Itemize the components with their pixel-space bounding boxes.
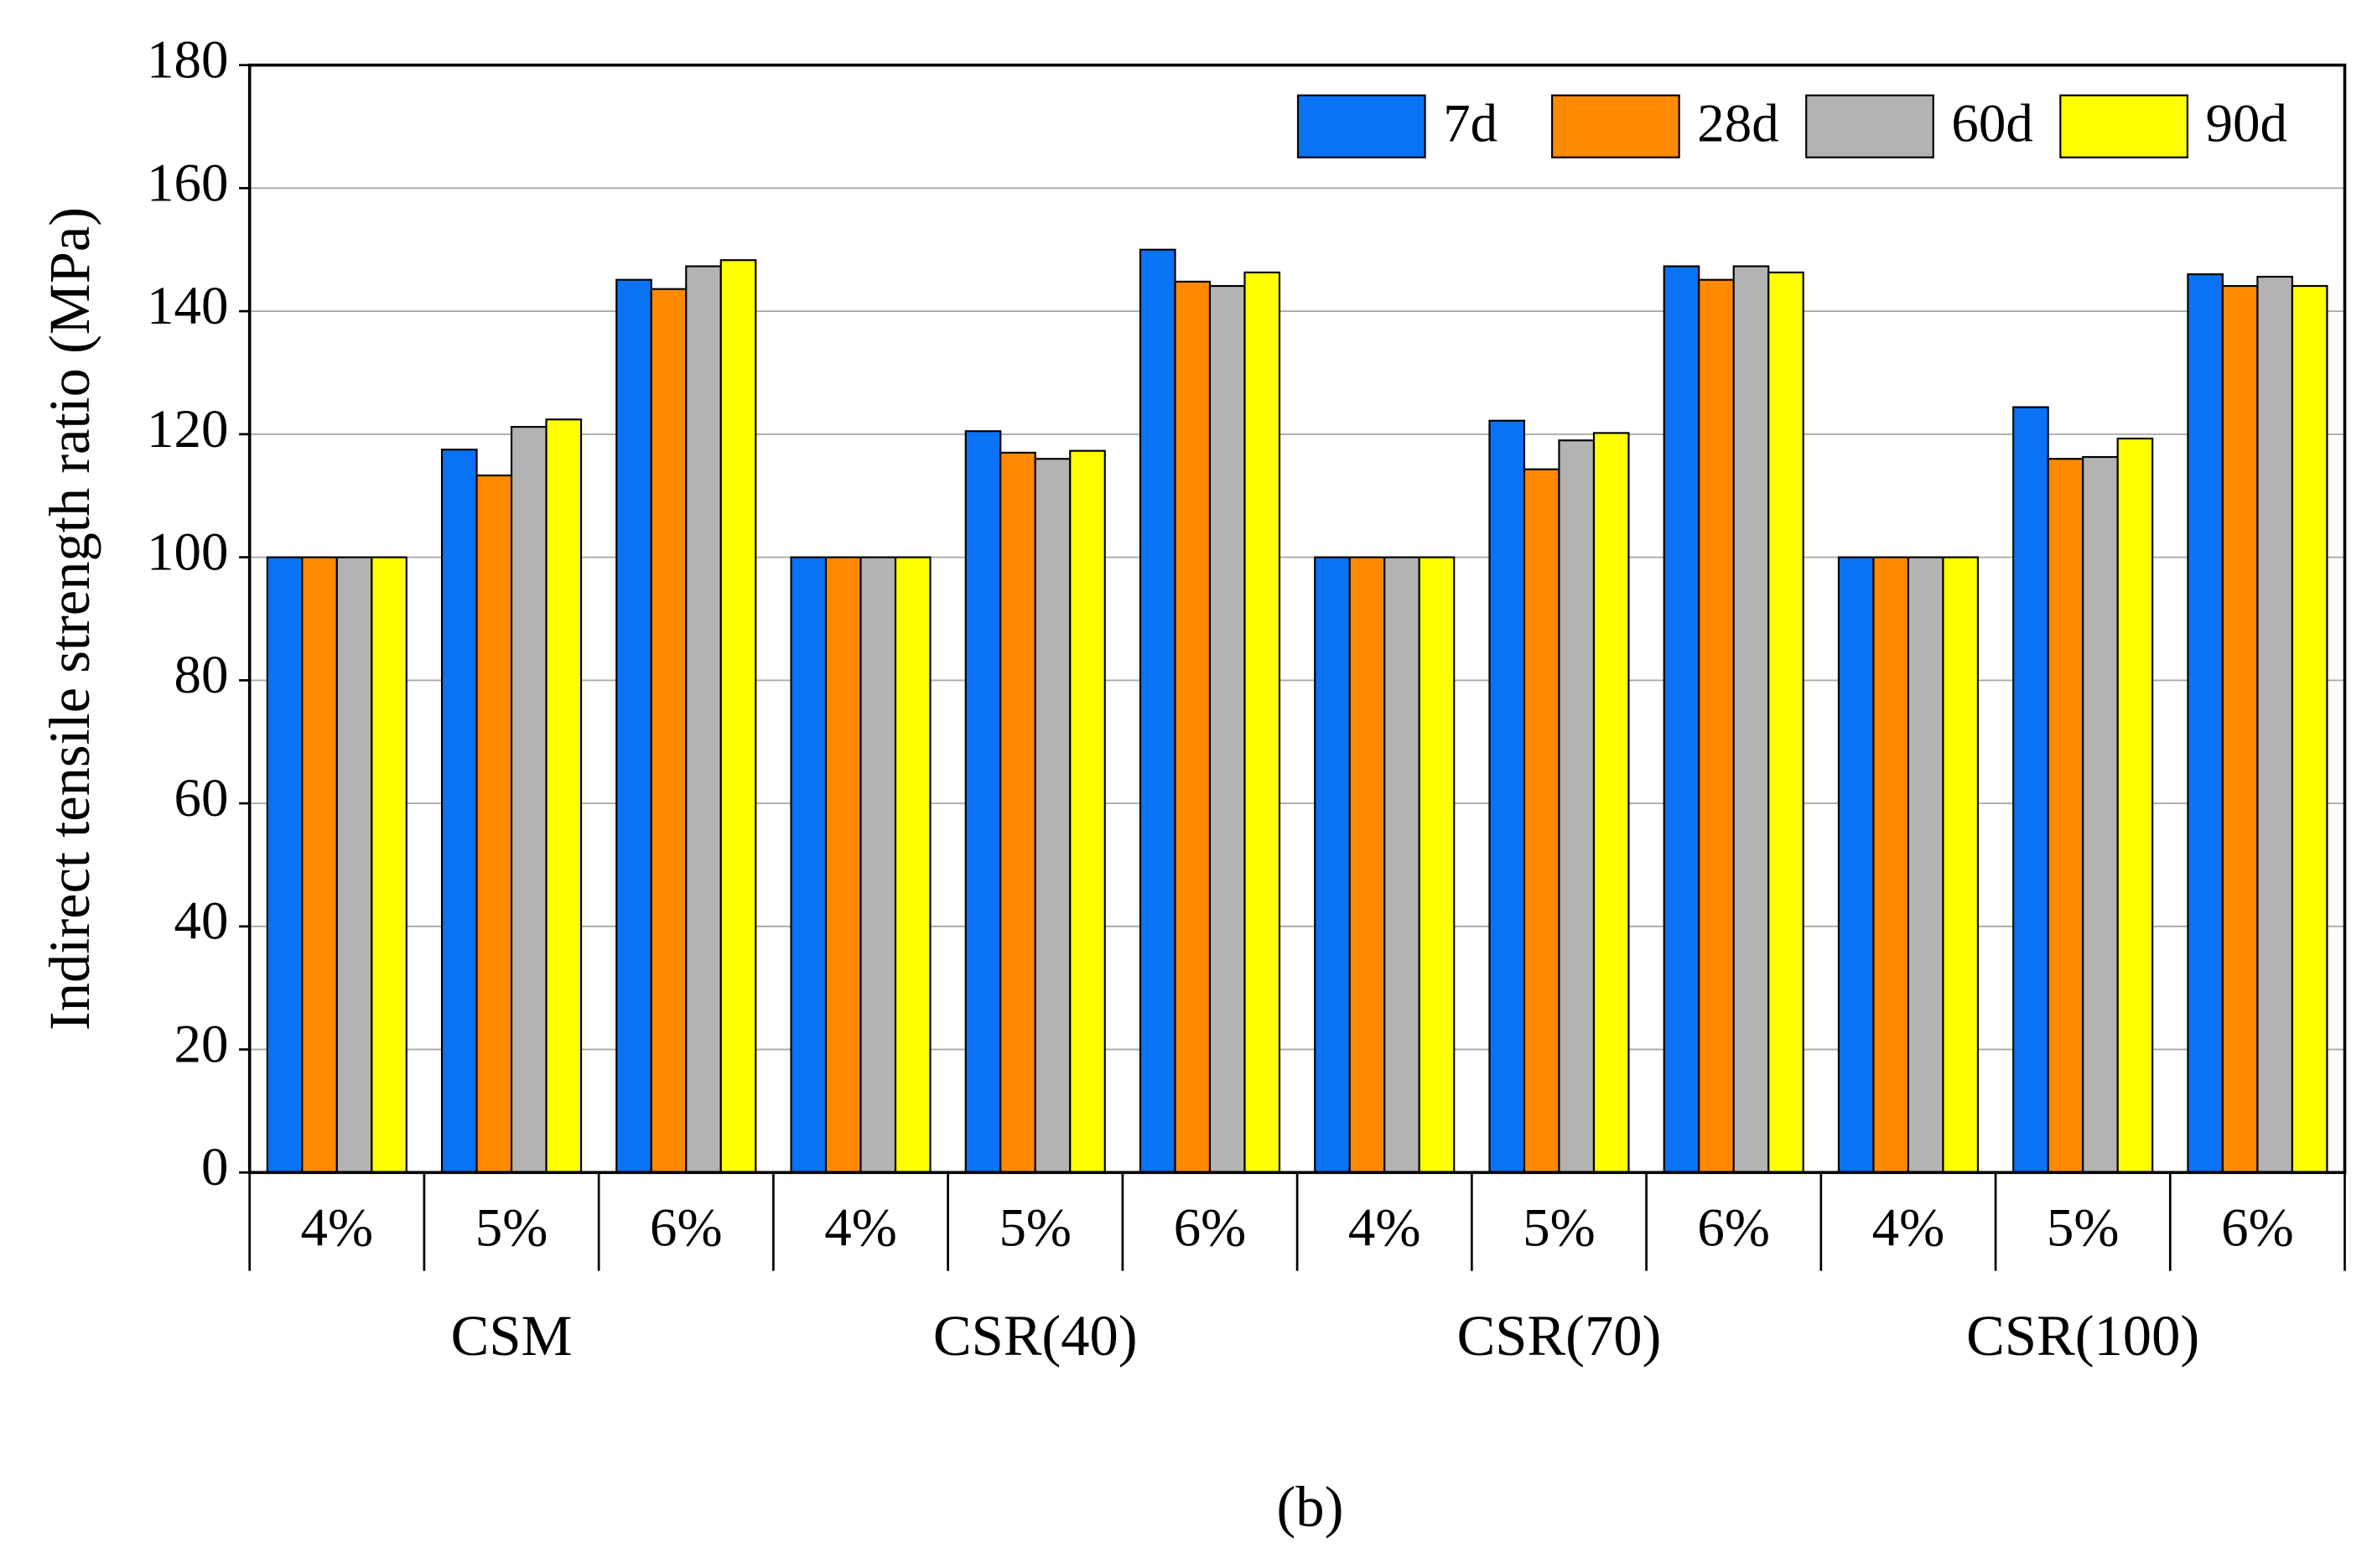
x-tick-label: 4% <box>301 1197 374 1258</box>
bar <box>1243 271 1281 1174</box>
bar <box>1069 449 1106 1174</box>
plot-frame <box>247 63 2347 1175</box>
bar <box>1418 556 1456 1174</box>
bar <box>2082 455 2119 1174</box>
bar <box>266 556 304 1174</box>
bar <box>2047 458 2084 1174</box>
y-tick-label: 60 <box>174 768 228 828</box>
bar <box>1139 248 1176 1174</box>
bar <box>964 430 1002 1174</box>
bar <box>790 556 828 1174</box>
group-label: CSR(70) <box>1457 1304 1662 1368</box>
x-tick-label: 5% <box>2047 1197 2120 1258</box>
bar <box>1488 419 1526 1174</box>
bar <box>615 278 652 1174</box>
bar <box>2221 284 2259 1174</box>
group-label: CSR(40) <box>933 1304 1138 1368</box>
y-tick-label: 160 <box>147 153 228 213</box>
x-tick-label: 5% <box>1523 1197 1596 1258</box>
bar <box>1663 265 1700 1174</box>
bar <box>1837 556 1875 1174</box>
y-tick-label: 0 <box>201 1137 228 1197</box>
bar <box>824 556 862 1174</box>
bar <box>2187 273 2224 1174</box>
legend-label: 60d <box>1951 93 2032 153</box>
legend-swatch <box>1805 94 1934 158</box>
bar <box>1523 468 1560 1174</box>
bar <box>894 556 932 1174</box>
y-tick-label: 120 <box>147 399 228 459</box>
bar <box>475 474 513 1174</box>
x-tick-label: 4% <box>1872 1197 1945 1258</box>
bar <box>1558 439 1596 1174</box>
bar <box>2256 275 2293 1174</box>
group-label: CSM <box>451 1304 573 1368</box>
bar <box>1732 265 1770 1174</box>
bar <box>685 265 722 1174</box>
y-tick-label: 20 <box>174 1014 228 1074</box>
bar <box>2116 437 2154 1174</box>
bar <box>650 288 688 1174</box>
legend-label: 28d <box>1697 93 1778 153</box>
bar <box>2012 406 2049 1174</box>
x-tick-label: 6% <box>1174 1197 1247 1258</box>
bar <box>1383 556 1420 1174</box>
x-tick-label: 4% <box>1348 1197 1421 1258</box>
y-tick-label: 100 <box>147 522 228 583</box>
bar <box>1872 556 1910 1174</box>
legend-swatch <box>1551 94 1680 158</box>
x-tick-label: 5% <box>999 1197 1072 1258</box>
legend-label: 90d <box>2206 93 2287 153</box>
bar <box>1034 458 1072 1174</box>
bar <box>1348 556 1386 1174</box>
bar <box>545 418 583 1174</box>
legend-swatch <box>1296 94 1426 158</box>
bar <box>1698 278 1735 1174</box>
legend-label: 7d <box>1443 93 1497 153</box>
bar <box>301 556 338 1174</box>
bar <box>440 449 478 1174</box>
x-tick-label: 5% <box>475 1197 548 1258</box>
x-tick-label: 6% <box>1697 1197 1770 1258</box>
x-tick-label: 4% <box>824 1197 897 1258</box>
bar <box>1592 432 1630 1174</box>
bar <box>859 556 897 1174</box>
bar <box>1942 556 1980 1174</box>
bar <box>1174 280 1212 1174</box>
legend-swatch <box>2059 94 2188 158</box>
y-tick-label: 80 <box>174 645 228 705</box>
y-tick-label: 140 <box>147 276 228 336</box>
bar <box>1767 271 1804 1174</box>
bar <box>719 259 757 1174</box>
y-axis-label: Indirect tensile strength ratio (MPa) <box>38 207 101 1031</box>
caption: (b) <box>1276 1475 1343 1539</box>
bar <box>335 556 373 1174</box>
bar <box>1314 556 1351 1174</box>
bar <box>371 556 407 1174</box>
y-tick-label: 180 <box>147 30 228 91</box>
x-tick-label: 6% <box>2221 1197 2294 1258</box>
bar <box>1907 556 1944 1174</box>
group-label: CSR(100) <box>1966 1304 2199 1368</box>
x-tick-label: 6% <box>650 1197 723 1258</box>
bar <box>510 425 548 1174</box>
bar <box>999 451 1036 1174</box>
bar <box>1208 284 1246 1174</box>
y-tick-label: 40 <box>174 891 228 952</box>
bar <box>2291 284 2328 1174</box>
